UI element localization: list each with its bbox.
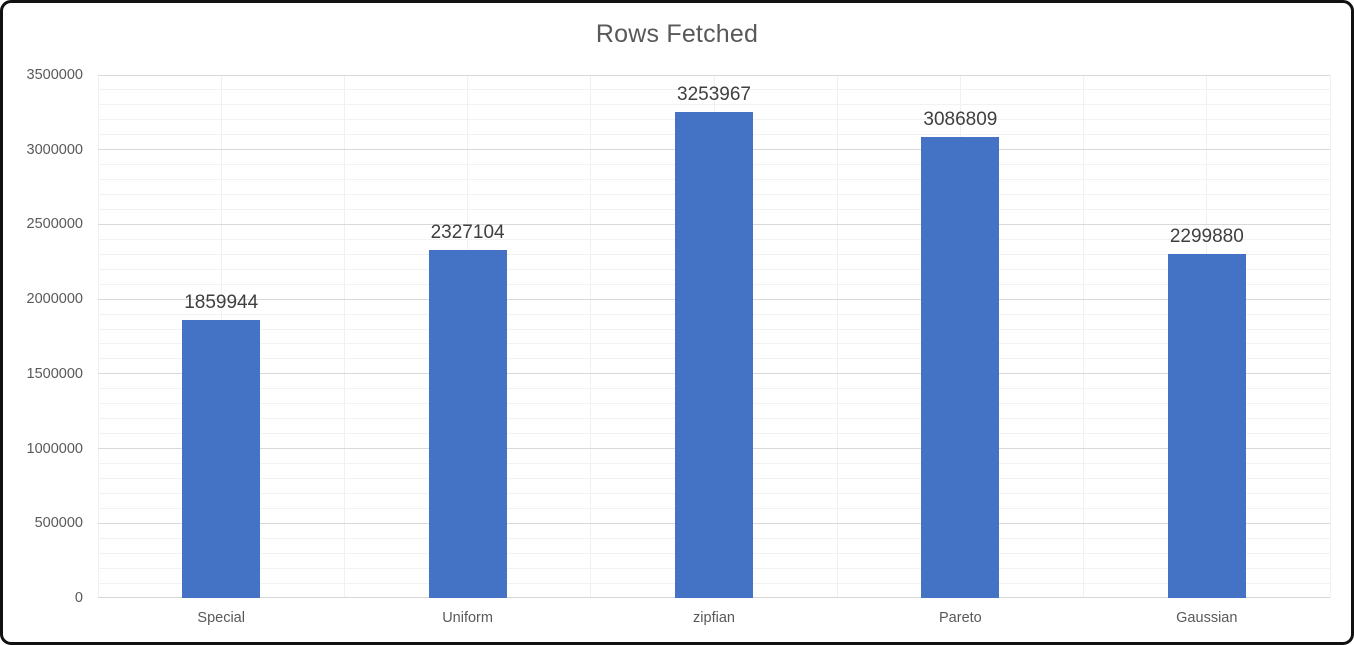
y-tick-label: 2500000 [26,216,83,233]
vertical-gridline [1083,75,1085,598]
data-label-special: 1859944 [184,292,259,314]
minor-gridline [98,89,1330,91]
x-tick-label-special: Special [197,610,245,626]
x-tick-label-pareto: Pareto [939,610,982,626]
y-tick-label: 1500000 [26,365,83,382]
vertical-gridline [836,75,838,598]
data-label-pareto: 3086809 [923,108,998,130]
y-tick-label: 3500000 [26,67,83,83]
vertical-gridline [343,75,345,598]
data-label-uniform: 2327104 [430,222,505,244]
bar-gaussian [1167,254,1246,598]
data-label-gaussian: 2299880 [1169,226,1244,248]
vertical-gridline [590,75,592,598]
minor-gridline [98,104,1330,106]
y-tick-label: 500000 [34,515,83,532]
x-tick-label-zipfian: zipfian [693,610,735,626]
vertical-gridline [97,75,99,598]
y-tick-label: 0 [74,590,83,606]
bar-zipfian [675,111,753,598]
chart-title: Rows Fetched [595,20,759,48]
y-axis: 0 500000 1000000 1500000 2000000 2500000 30000… [0,67,86,606]
plot-area: 1859944 2327104 3253967 3086809 2299880 [97,74,1331,598]
y-tick-label: 3000000 [26,141,83,158]
x-tick-label-uniform: Uniform [442,610,493,626]
vertical-gridline [1329,75,1331,598]
data-label-zipfian: 3253967 [677,83,751,105]
y-tick-label: 1000000 [26,440,83,457]
major-gridline [98,74,1330,76]
x-tick-label-gaussian: Gaussian [1176,610,1238,626]
y-tick-label: 2000000 [26,291,83,308]
bar-uniform [428,250,507,598]
x-axis: Special Uniform zipfian Pareto Gaussian [98,610,1330,634]
bar-special [182,320,261,598]
bar-pareto [921,136,1000,598]
